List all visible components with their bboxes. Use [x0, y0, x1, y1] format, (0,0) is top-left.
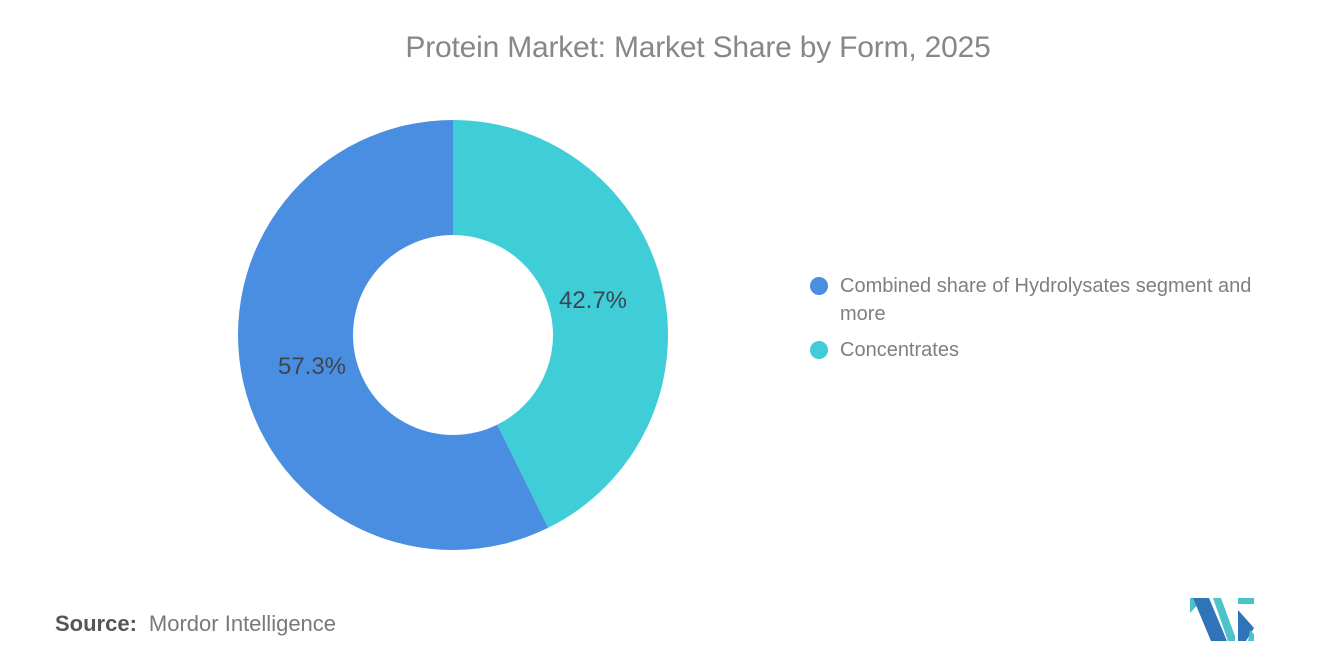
donut-slice-0[interactable]	[238, 120, 549, 550]
legend-marker-concentrates-icon	[810, 341, 828, 359]
donut-svg	[238, 120, 669, 550]
slice-value-label-combined: 57.3%	[277, 353, 347, 380]
slice-value-label-concentrates: 42.7%	[558, 287, 628, 314]
legend-label-concentrates: Concentrates	[840, 339, 959, 361]
legend-item-combined[interactable]: Combined share of Hydrolysates segment a…	[810, 272, 1290, 328]
logo-blue-main-band	[1193, 598, 1227, 641]
logo-teal-bottom-right-triangle	[1248, 630, 1254, 641]
donut-slice-1[interactable]	[453, 120, 669, 528]
source-attribution: Source: Mordor Intelligence	[55, 611, 336, 637]
legend-item-concentrates[interactable]: Concentrates	[810, 336, 1290, 364]
source-label: Source:	[55, 611, 137, 636]
legend: Combined share of Hydrolysates segment a…	[810, 272, 1290, 372]
source-value: Mordor Intelligence	[148, 611, 337, 636]
legend-marker-combined-icon	[810, 277, 828, 295]
chart-title: Protein Market: Market Share by Form, 20…	[405, 31, 991, 64]
logo-teal-mid-band	[1213, 598, 1235, 641]
mordor-intelligence-logo	[1190, 598, 1254, 641]
legend-label-combined: Combined share of Hydrolysates segment a…	[840, 275, 1252, 325]
logo-teal-top-bar	[1238, 598, 1254, 604]
donut-chart: 57.3% 42.7%	[237, 119, 669, 551]
